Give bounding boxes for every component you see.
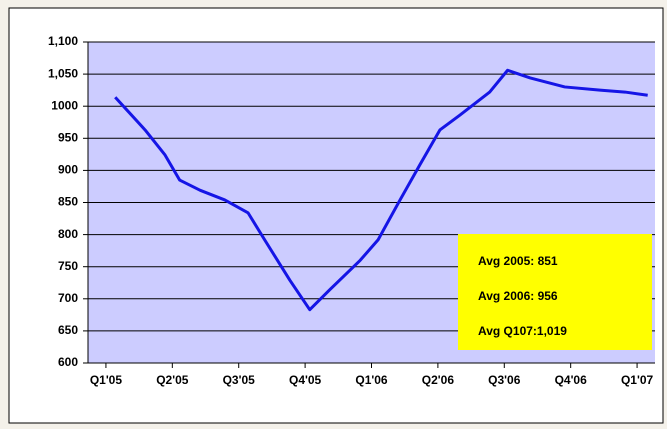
y-tick-label: 850: [58, 195, 78, 209]
x-tick-label: Q1'07: [621, 373, 654, 387]
y-tick-label: 650: [58, 323, 78, 337]
x-tick-label: Q1'06: [355, 373, 388, 387]
y-tick-label: 1,050: [48, 66, 78, 80]
x-tick-label: Q1'05: [90, 373, 123, 387]
x-tick-label: Q4'06: [555, 373, 588, 387]
x-tick-label: Q3'05: [223, 373, 256, 387]
line: [114, 68, 648, 312]
x-tick-label: Q2'05: [156, 373, 189, 387]
y-tick-label: 800: [58, 227, 78, 241]
x-tick-label: Q3'06: [488, 373, 521, 387]
y-tick-label: 700: [58, 291, 78, 305]
annotation: Avg 2006: 956: [478, 289, 558, 303]
annotation: Avg Q107:1,019: [478, 324, 567, 338]
annotation: Avg 2005: 851: [478, 254, 558, 268]
x-tick-label: Q4'05: [289, 373, 322, 387]
y-tick-label: 1,100: [48, 34, 78, 48]
y-tick-label: 600: [58, 355, 78, 369]
y-tick-label: 950: [58, 130, 78, 144]
x-tick-label: Q2'06: [422, 373, 455, 387]
y-tick-label: 900: [58, 163, 78, 177]
annotation-box: [458, 234, 652, 350]
y-tick-label: 750: [58, 259, 78, 273]
y-tick-label: 1000: [51, 98, 78, 112]
